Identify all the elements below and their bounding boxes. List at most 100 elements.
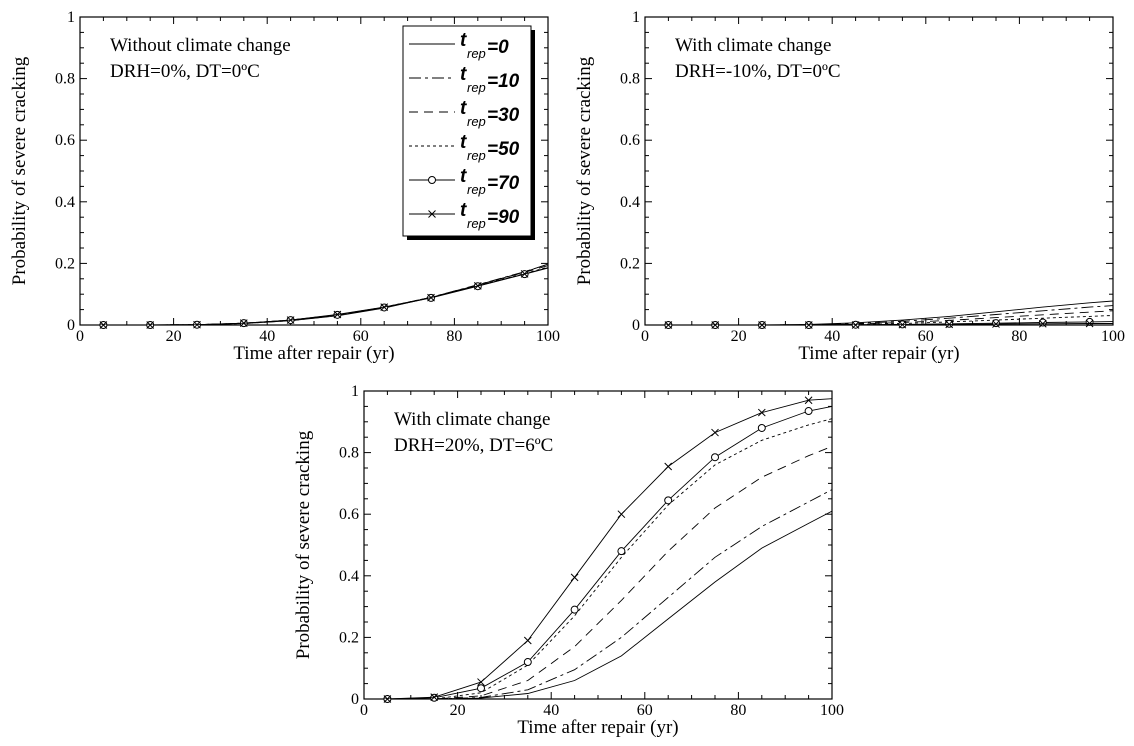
y-tick-label: 0.6 [55,132,75,149]
data-point-cross [711,428,719,437]
data-point-circle [711,453,719,462]
series-line [80,265,548,325]
x-tick-label: 60 [918,328,934,345]
legend-symbol: t [460,200,467,221]
x-tick-label: 80 [730,702,746,719]
scenario-parameters: DRH=0%, DT=0ºC [110,61,260,82]
chart-panel-climate-change-drh-minus10: 0 20 40 60 80 100 0 0.2 0.4 0.6 0.8 1 Time after rep… [574,9,1125,364]
data-point-cross [945,320,954,329]
x-tick-label: 100 [820,702,844,719]
series-line [364,510,832,699]
y-axis-title: Probability of severe cracking [9,56,30,285]
data-point-cross [617,510,626,519]
data-point-cross [239,319,248,328]
data-point-cross [758,321,766,329]
x-tick-label: 20 [731,328,747,345]
y-tick-label: 1 [632,9,640,26]
data-point-circle [804,407,813,416]
data-point-cross [992,320,1000,328]
series-line [645,315,1113,325]
y-tick-label: 0.2 [339,629,359,646]
series-line [645,305,1113,325]
x-tick-label: 40 [259,328,275,345]
scenario-title: Without climate change [110,35,291,56]
y-tick-label: 0.8 [620,71,640,88]
y-tick-label: 0.4 [55,194,75,211]
data-point-cross [570,573,579,582]
data-point-circle [617,547,626,556]
legend-subscript: rep [467,216,486,231]
legend-marker-cross [428,210,436,218]
data-point-cross [1038,319,1047,328]
y-axis-title: Probability of severe cracking [574,56,595,285]
x-tick-label: 0 [360,702,368,719]
data-point-cross [286,316,295,324]
x-axis-title: Time after repair (yr) [798,343,959,364]
data-point-cross [99,321,108,329]
data-point-cross [333,310,342,319]
legend-value: =50 [487,139,520,160]
x-tick-label: 20 [166,328,182,345]
data-point-cross [898,320,907,329]
scenario-title: With climate change [394,409,550,430]
legend-value: =70 [487,173,520,194]
data-point-cross [664,321,673,329]
y-tick-label: 0 [632,317,640,334]
data-point-cross [520,270,529,278]
x-axis-title: Time after repair (yr) [233,343,394,364]
x-tick-label: 0 [76,328,84,345]
legend-value: =90 [487,207,520,228]
series-line [364,405,832,699]
legend-value: =10 [487,71,520,92]
legend-symbol: t [460,64,467,85]
data-point-circle [992,319,1000,328]
y-tick-label: 0.6 [339,506,359,523]
data-point-cross [193,320,201,329]
data-point-circle [523,658,532,667]
y-tick-label: 1 [351,383,359,400]
data-point-circle [570,605,579,614]
series-line [364,445,832,699]
series-line [80,263,548,325]
data-point-circle [757,423,766,432]
data-point-cross [804,396,813,405]
chart-panel-no-climate-change: 0 20 40 60 80 100 0 0.2 0.4 0.6 0.8 1 Time after rep… [9,9,560,364]
data-point-circle [664,496,673,505]
data-point-cross [851,321,860,329]
data-point-cross [146,321,155,329]
data-point-cross [523,636,532,645]
series-line [80,263,548,325]
series-line [364,418,832,699]
x-tick-label: 40 [824,328,840,345]
legend-subscript: rep [467,148,486,163]
legend-subscript: rep [467,182,486,197]
y-tick-label: 0.6 [620,132,640,149]
legend-symbol: t [460,166,467,187]
data-point-circle [1038,318,1047,327]
legend-subscript: rep [467,46,486,61]
x-tick-label: 100 [1101,328,1125,345]
scenario-title: With climate change [675,35,831,56]
y-tick-label: 0 [67,317,75,334]
data-point-cross [711,321,720,329]
x-tick-label: 60 [637,702,653,719]
y-tick-label: 0.4 [339,568,359,585]
x-tick-label: 80 [446,328,462,345]
x-tick-label: 20 [450,702,466,719]
legend-symbol: t [460,30,467,51]
x-tick-label: 80 [1011,328,1027,345]
legend-marker-circle [428,176,436,184]
series-line [80,267,548,325]
legend-subscript: rep [467,114,486,129]
y-tick-label: 0.8 [55,71,75,88]
legend-subscript: rep [467,80,486,95]
y-tick-label: 1 [67,9,75,26]
y-tick-label: 0.4 [620,194,640,211]
legend-value: =0 [487,37,509,58]
legend-box [402,25,532,237]
legend-symbol: t [460,132,467,153]
